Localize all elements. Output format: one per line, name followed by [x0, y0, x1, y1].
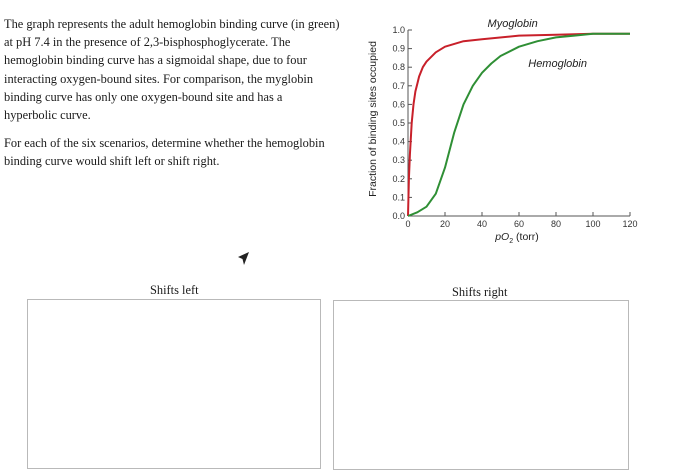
x-tick-label: 0: [405, 219, 410, 229]
x-tick-label: 40: [477, 219, 487, 229]
y-tick-label: 0.4: [392, 137, 405, 147]
x-tick-label: 120: [622, 219, 637, 229]
y-tick-label: 0.8: [392, 62, 405, 72]
x-tick-label: 60: [514, 219, 524, 229]
x-tick-label: 20: [440, 219, 450, 229]
y-tick-label: 0.2: [392, 174, 405, 184]
shifts-left-label: Shifts left: [150, 283, 199, 297]
y-tick-label: 0.7: [392, 81, 405, 91]
series-label-hemoglobin: Hemoglobin: [528, 58, 587, 70]
shifts-right-label: Shifts right: [452, 285, 508, 299]
y-axis-label: Fraction of binding sites occupied: [367, 41, 379, 197]
x-tick-label: 100: [585, 219, 600, 229]
intro-paragraph-1: The graph represents the adult hemoglobi…: [4, 17, 340, 123]
series-label-myoglobin: Myoglobin: [488, 18, 538, 30]
instructions: The graph represents the adult hemoglobi…: [4, 15, 356, 181]
shifts-right-drop-zone[interactable]: [333, 300, 629, 470]
intro-paragraph-2: For each of the six scenarios, determine…: [4, 136, 325, 169]
shifts-left-drop-zone[interactable]: [27, 299, 321, 469]
y-tick-label: 1.0: [392, 25, 405, 35]
x-axis-label: pO2 (torr): [494, 231, 539, 245]
y-tick-label: 0.5: [392, 118, 405, 128]
y-tick-label: 0.1: [392, 192, 405, 202]
y-tick-label: 0.0: [392, 211, 405, 221]
mouse-pointer-icon: [236, 251, 250, 272]
y-tick-label: 0.9: [392, 44, 405, 54]
x-tick-label: 80: [551, 219, 561, 229]
series-line-hemoglobin: [407, 32, 630, 217]
y-tick-label: 0.3: [392, 155, 405, 165]
series-line-myoglobin: [407, 32, 630, 217]
y-tick-label: 0.6: [392, 99, 405, 109]
binding-curve-chart: 0.0 0.1 0.2 0.3 0.4 0.5 0.6 0.7 0.8 0.9 1.0 0 20 40 60…: [364, 8, 700, 248]
binding-curve-svg: 0.0 0.1 0.2 0.3 0.4 0.5 0.6 0.7 0.8 0.9 1.0 0 20 40 60…: [367, 18, 638, 245]
